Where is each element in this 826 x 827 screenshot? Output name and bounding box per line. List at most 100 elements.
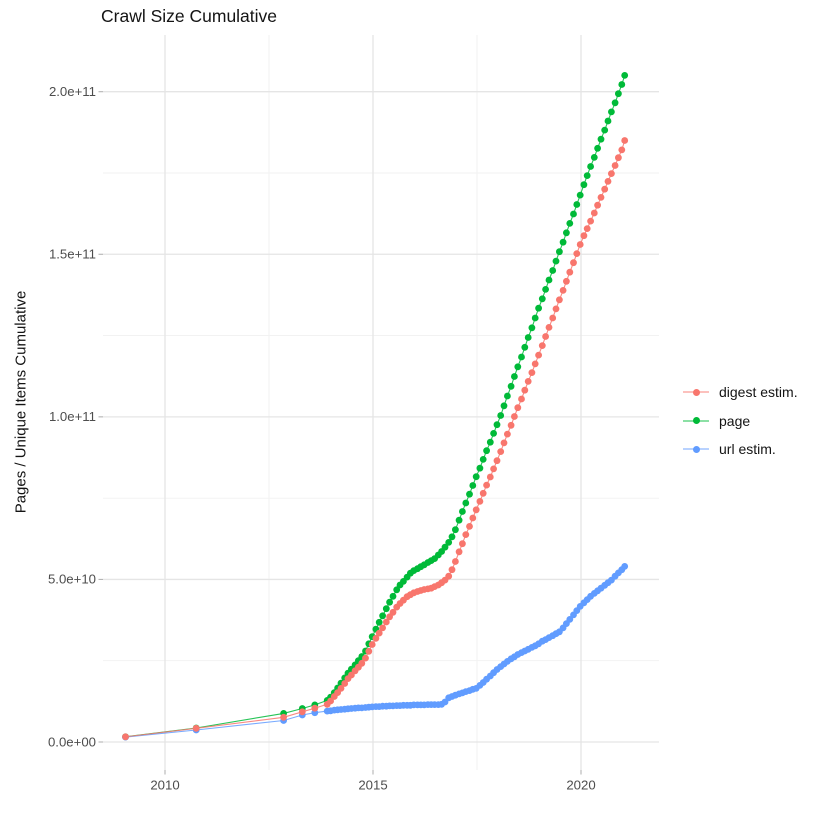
data-point-digest-estim (504, 430, 511, 438)
x-tick-label-2010: 2010 (150, 778, 179, 793)
data-point-digest-estim (455, 548, 463, 556)
x-axis-tick-labels: 2010 2015 2020 (150, 778, 595, 793)
data-point-digest-estim (472, 506, 480, 514)
data-point-digest-estim (493, 457, 501, 465)
data-point-page (587, 163, 594, 170)
data-point-digest-estim (552, 305, 560, 313)
data-point-page (528, 324, 536, 332)
data-point-digest-estim (298, 708, 306, 716)
data-point-page (445, 539, 453, 546)
data-point-digest-estim (341, 680, 349, 687)
y-tick-label-4: 2.0e+11 (49, 84, 96, 99)
legend-key-icon (683, 444, 709, 454)
data-point-digest-estim (459, 540, 466, 548)
legend-item-digest-estim: digest estim. (683, 378, 798, 407)
data-point-page (621, 72, 629, 79)
data-point-digest-estim (122, 733, 129, 741)
data-point-digest-estim (580, 232, 588, 240)
data-point-digest-estim (469, 514, 477, 522)
data-point-digest-estim (597, 194, 605, 201)
data-point-digest-estim (365, 647, 373, 655)
data-point-page (514, 363, 522, 371)
data-point-digest-estim (528, 369, 536, 376)
data-point-digest-estim (608, 170, 615, 178)
data-point-page (379, 612, 386, 620)
legend-item-url-estim: url estim. (683, 435, 798, 464)
legend-key-icon (683, 416, 709, 426)
legend-label: page (719, 412, 751, 429)
data-point-digest-estim (382, 618, 390, 626)
y-tick-label-2: 1.0e+11 (49, 409, 96, 424)
data-point-page (486, 438, 494, 446)
data-point-page (490, 430, 497, 437)
data-point-page (507, 382, 515, 390)
data-point-digest-estim (587, 217, 594, 225)
data-point-digest-estim (521, 386, 529, 394)
data-point-digest-estim (514, 404, 522, 412)
data-point-digest-estim (618, 146, 626, 154)
data-point-digest-estim (615, 154, 622, 162)
data-point-digest-estim (507, 421, 515, 429)
data-point-page (535, 304, 542, 312)
data-point-digest-estim (280, 713, 287, 721)
data-point-digest-estim (466, 523, 473, 530)
data-point-digest-estim (327, 697, 334, 705)
legend-key-dot (692, 417, 700, 425)
data-point-page (590, 154, 598, 161)
legend: digest estim. page url estim. (683, 378, 798, 464)
data-point-page (462, 499, 470, 507)
legend-label: url estim. (719, 441, 776, 458)
data-point-digest-estim (604, 178, 612, 185)
data-point-digest-estim (518, 395, 525, 403)
data-point-page (518, 353, 525, 361)
data-point-digest-estim (573, 250, 581, 257)
x-tick-label-2015: 2015 (358, 778, 387, 793)
data-point-digest-estim (483, 481, 490, 489)
data-point-digest-estim (362, 654, 369, 662)
y-tick-label-0: 0.0e+00 (48, 734, 96, 749)
data-point-page (375, 618, 383, 626)
data-point-digest-estim (375, 629, 383, 637)
data-point-page (573, 201, 581, 208)
legend-key-icon (683, 387, 709, 397)
data-point-page (583, 172, 591, 180)
data-point-page (538, 295, 546, 303)
data-point-digest-estim (583, 225, 591, 233)
data-point-page (393, 586, 401, 594)
y-tick-label-3: 1.5e+11 (49, 247, 96, 262)
data-point-page (382, 605, 390, 613)
data-point-digest-estim (576, 241, 584, 248)
data-point-digest-estim (549, 314, 557, 322)
data-point-url-estim (566, 616, 574, 623)
data-point-digest-estim (445, 572, 453, 580)
data-point-digest-estim (358, 659, 366, 667)
data-point-page (618, 81, 626, 88)
data-point-page (521, 343, 529, 351)
data-point-digest-estim (368, 641, 376, 648)
data-point-page (479, 456, 487, 463)
data-point-digest-estim (524, 378, 532, 385)
data-point-digest-estim (531, 360, 539, 368)
legend-item-page: page (683, 407, 798, 436)
data-point-digest-estim (542, 333, 549, 340)
y-axis-tick-labels: 0.0e+00 5.0e+10 1.0e+11 1.5e+11 2.0e+11 (48, 84, 96, 749)
data-point-page (597, 135, 605, 143)
data-point-page (469, 482, 477, 489)
data-point-digest-estim (490, 465, 497, 473)
data-point-digest-estim (486, 473, 494, 481)
chart-title: Crawl Size Cumulative (101, 6, 278, 26)
data-point-digest-estim (570, 259, 577, 267)
data-point-digest-estim (452, 558, 459, 565)
data-point-page (466, 490, 473, 498)
data-point-page (545, 276, 553, 284)
data-point-digest-estim (479, 489, 487, 497)
data-point-page (459, 508, 466, 515)
data-point-digest-estim (566, 268, 574, 276)
data-point-page (611, 99, 619, 107)
data-point-digest-estim (545, 324, 553, 331)
data-point-digest-estim (500, 439, 508, 447)
data-point-page (441, 543, 449, 551)
grid-minor-lines (103, 35, 659, 770)
series-digest-estim (122, 137, 629, 741)
data-point-page (549, 267, 557, 274)
